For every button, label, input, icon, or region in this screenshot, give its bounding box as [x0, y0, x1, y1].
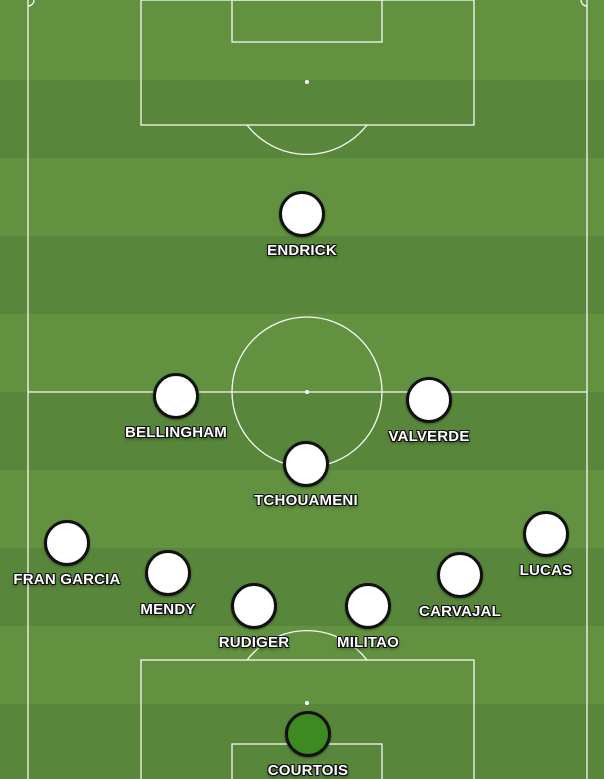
- player-name: RUDIGER: [218, 634, 290, 651]
- bottom-penalty-spot: [305, 701, 309, 705]
- player-marker[interactable]: [145, 550, 191, 596]
- grass-stripe: [0, 80, 604, 158]
- top-penalty-arc: [246, 124, 368, 156]
- player-name: MENDY: [140, 601, 196, 618]
- player-marker[interactable]: [345, 583, 391, 629]
- player-name: FRAN GARCIA: [13, 571, 121, 588]
- bottom-penalty-box: [140, 659, 475, 779]
- player-name: LUCAS: [519, 562, 573, 579]
- player-name: MILITAO: [337, 634, 399, 651]
- corner-arc-top-left: [27, 0, 35, 7]
- goalkeeper-marker[interactable]: [285, 711, 331, 757]
- player-marker[interactable]: [283, 441, 329, 487]
- top-penalty-box: [140, 0, 475, 126]
- player-marker[interactable]: [44, 520, 90, 566]
- player-name: COURTOIS: [267, 762, 349, 779]
- grass-stripe: [0, 626, 604, 704]
- player-marker[interactable]: [153, 373, 199, 419]
- player-marker[interactable]: [406, 377, 452, 423]
- player-marker[interactable]: [279, 191, 325, 237]
- player-marker[interactable]: [523, 511, 569, 557]
- corner-arc-top-right: [580, 0, 588, 7]
- player-name: TCHOUAMENI: [254, 492, 358, 509]
- grass-stripe: [0, 548, 604, 626]
- player-name: BELLINGHAM: [125, 424, 227, 441]
- top-penalty-spot: [305, 80, 309, 84]
- player-marker[interactable]: [437, 552, 483, 598]
- bottom-penalty-arc: [246, 629, 368, 661]
- player-name: CARVAJAL: [419, 603, 501, 620]
- grass-stripe: [0, 314, 604, 392]
- player-name: ENDRICK: [267, 242, 337, 259]
- top-six-yard-box: [231, 0, 383, 43]
- grass-stripe: [0, 236, 604, 314]
- player-name: VALVERDE: [388, 428, 470, 445]
- centre-spot: [305, 390, 309, 394]
- grass-stripe: [0, 0, 604, 80]
- player-marker[interactable]: [231, 583, 277, 629]
